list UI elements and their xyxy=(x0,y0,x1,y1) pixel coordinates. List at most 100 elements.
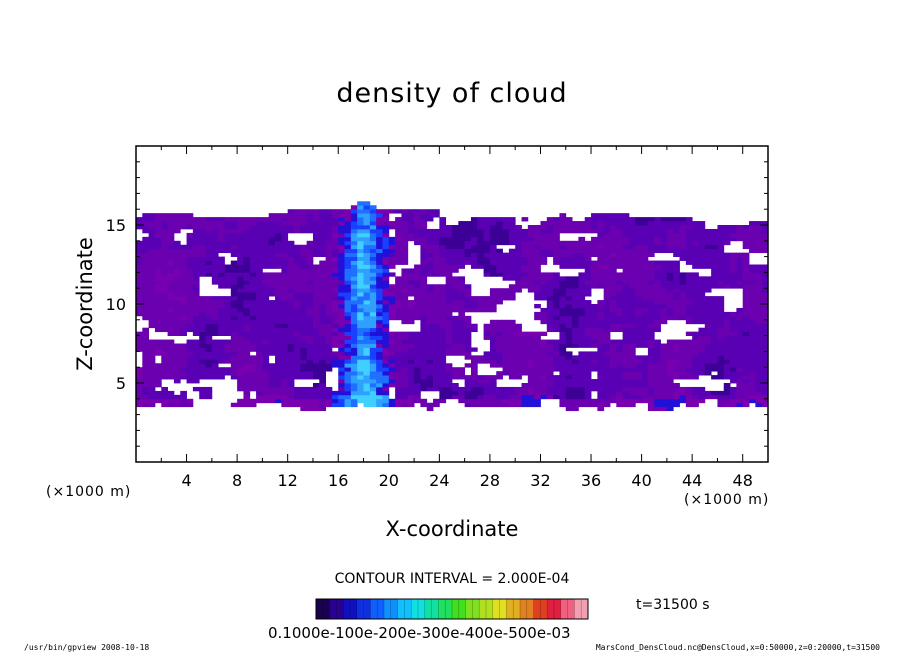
heatmap-cell xyxy=(711,394,718,400)
heatmap-cell xyxy=(616,355,624,360)
heatmap-cell xyxy=(420,371,428,376)
heatmap-cell xyxy=(382,240,390,246)
heatmap-cell xyxy=(211,300,219,305)
heatmap-cell xyxy=(300,272,308,277)
heatmap-cell xyxy=(338,323,345,329)
heatmap-cell xyxy=(136,343,143,348)
heatmap-cell xyxy=(736,323,744,329)
heatmap-cell xyxy=(205,217,213,222)
heatmap-cell xyxy=(723,367,731,372)
heatmap-cell xyxy=(205,256,213,261)
heatmap-cell xyxy=(262,217,270,222)
heatmap-cell xyxy=(723,327,731,333)
heatmap-cell xyxy=(433,363,440,368)
heatmap-cell xyxy=(761,276,768,281)
heatmap-cell xyxy=(186,315,194,321)
heatmap-cell xyxy=(281,355,289,360)
heatmap-cell xyxy=(464,296,472,301)
heatmap-cell xyxy=(350,327,358,333)
heatmap-cell xyxy=(673,315,680,321)
heatmap-cell xyxy=(420,288,428,293)
heatmap-cell xyxy=(483,375,491,380)
heatmap-cell xyxy=(603,367,611,372)
heatmap-cell xyxy=(237,398,244,404)
heatmap-cell xyxy=(275,260,282,265)
heatmap-cell xyxy=(591,363,598,368)
heatmap-cell xyxy=(666,236,674,242)
heatmap-cell xyxy=(275,252,282,257)
heatmap-cell xyxy=(154,292,162,297)
heatmap-cell xyxy=(527,256,535,261)
heatmap-cell xyxy=(237,264,244,269)
heatmap-cell xyxy=(546,288,554,293)
heatmap-cell xyxy=(338,343,345,348)
heatmap-cell xyxy=(483,256,491,261)
heatmap-cell xyxy=(369,335,377,340)
heatmap-cell xyxy=(382,209,390,214)
heatmap-cell xyxy=(338,292,345,297)
heatmap-cell xyxy=(464,319,472,325)
heatmap-cell xyxy=(357,292,364,297)
heatmap-cell xyxy=(698,236,706,242)
heatmap-cell xyxy=(300,323,308,329)
heatmap-cell xyxy=(591,323,598,329)
heatmap-cell xyxy=(679,375,687,380)
heatmap-cell xyxy=(369,359,377,364)
heatmap-cell xyxy=(142,315,150,321)
heatmap-cell xyxy=(534,315,541,321)
heatmap-cell xyxy=(470,367,478,372)
heatmap-cell xyxy=(224,268,232,273)
heatmap-cell xyxy=(357,367,364,372)
heatmap-cell xyxy=(281,217,289,222)
heatmap-cell xyxy=(382,256,390,261)
heatmap-cell xyxy=(426,327,434,333)
heatmap-cell xyxy=(749,327,756,333)
heatmap-cell xyxy=(192,359,200,364)
heatmap-cell xyxy=(173,379,181,384)
heatmap-cell xyxy=(249,292,257,297)
heatmap-cell xyxy=(534,386,541,392)
heatmap-cell xyxy=(755,236,763,242)
heatmap-cell xyxy=(401,307,409,313)
heatmap-cell xyxy=(426,272,434,277)
heatmap-cell xyxy=(287,371,295,376)
heatmap-cell xyxy=(262,339,270,344)
heatmap-cell xyxy=(628,307,636,313)
heatmap-cell xyxy=(401,371,409,376)
heatmap-cell xyxy=(154,248,162,254)
heatmap-cell xyxy=(489,402,497,408)
heatmap-cell xyxy=(256,307,263,313)
heatmap-cell xyxy=(180,292,187,297)
heatmap-cell xyxy=(723,311,731,317)
heatmap-cell xyxy=(319,307,326,313)
heatmap-cell xyxy=(534,264,541,269)
heatmap-cell xyxy=(685,240,693,246)
heatmap-cell xyxy=(218,347,225,352)
heatmap-cell xyxy=(262,228,270,234)
heatmap-cell xyxy=(312,390,320,396)
heatmap-cell xyxy=(584,304,592,309)
heatmap-cell xyxy=(464,375,472,380)
heatmap-cell xyxy=(312,394,320,400)
heatmap-cell xyxy=(515,264,522,269)
heatmap-cell xyxy=(628,363,636,368)
heatmap-cell xyxy=(496,292,503,297)
heatmap-cell xyxy=(433,236,440,242)
heatmap-cell xyxy=(357,288,364,293)
heatmap-cell xyxy=(401,240,409,246)
heatmap-cell xyxy=(540,390,548,396)
heatmap-cell xyxy=(572,343,579,348)
heatmap-cell xyxy=(224,311,232,317)
heatmap-cell xyxy=(287,327,295,333)
heatmap-cell xyxy=(572,256,579,261)
heatmap-cell xyxy=(426,323,434,329)
heatmap-cell xyxy=(161,276,168,281)
heatmap-cell xyxy=(230,221,238,226)
heatmap-cell xyxy=(496,375,503,380)
heatmap-cell xyxy=(192,232,200,238)
heatmap-cell xyxy=(730,315,737,321)
heatmap-cell xyxy=(508,371,516,376)
heatmap-cell xyxy=(502,386,510,392)
heatmap-cell xyxy=(426,264,434,269)
heatmap-cell xyxy=(350,351,358,356)
